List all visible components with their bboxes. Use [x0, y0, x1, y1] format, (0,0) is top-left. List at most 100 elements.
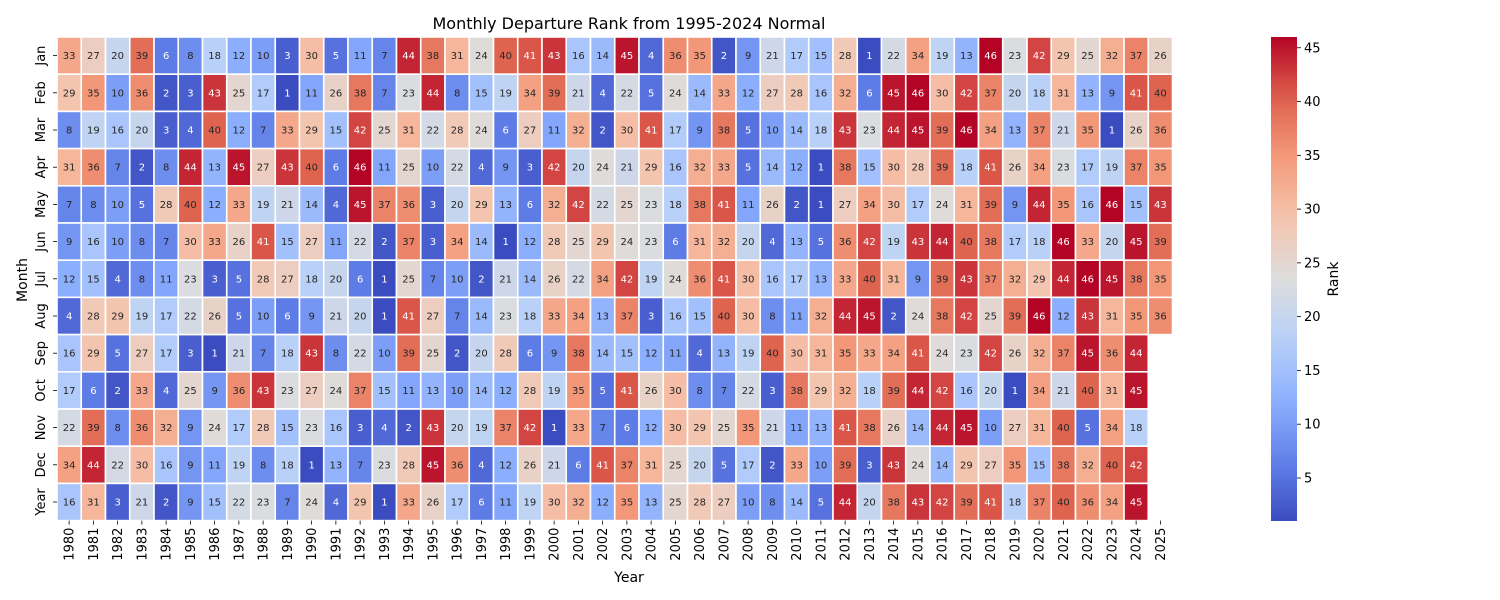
heatmap-cell — [904, 259, 931, 299]
cell-value-label: 19 — [136, 312, 149, 323]
cell-value-label: 29 — [63, 88, 76, 99]
cell-value-label: 19 — [936, 51, 949, 62]
heatmap-cells: 33 27 20 39 6 8 18 12 10 3 30 5 11 7 44 38 31 24 40 41 43 16 1… — [56, 36, 1174, 522]
heatmap-cell — [395, 259, 422, 299]
heatmap-cell — [1147, 147, 1174, 187]
cell-value-label: 11 — [354, 51, 367, 62]
heatmap-cell — [225, 73, 252, 113]
cell-value-label: 1 — [381, 312, 387, 323]
heatmap-cell — [201, 147, 228, 187]
cell-value-label: 30 — [184, 237, 197, 248]
cell-value-label: 7 — [381, 51, 387, 62]
heatmap-cell — [904, 222, 931, 262]
heatmap-cell — [298, 296, 325, 336]
heatmap-cell — [807, 185, 834, 224]
cell-value-label: 7 — [114, 163, 120, 174]
cell-value-label: 29 — [475, 200, 488, 211]
cell-value-label: 6 — [624, 423, 630, 434]
cell-value-label: 32 — [1081, 460, 1094, 471]
cell-value-label: 16 — [960, 386, 973, 397]
cell-value-label: 36 — [136, 423, 149, 434]
heatmap-cell — [516, 370, 543, 410]
cell-value-label: 12 — [233, 51, 246, 62]
cell-value-label: 36 — [402, 200, 415, 211]
cell-value-label: 30 — [790, 349, 803, 360]
cell-value-label: 25 — [402, 274, 415, 285]
cell-value-label: 13 — [1009, 126, 1022, 137]
cell-value-label: 36 — [136, 88, 149, 99]
heatmap-cell — [807, 333, 834, 373]
x-tick-label: 1999 — [523, 528, 538, 561]
cell-value-label: 9 — [308, 312, 314, 323]
cell-value-label: 8 — [114, 423, 120, 434]
cell-value-label: 14 — [596, 349, 609, 360]
cell-value-label: 40 — [1057, 423, 1070, 434]
cell-value-label: 7 — [599, 423, 605, 434]
cell-value-label: 9 — [66, 237, 72, 248]
cell-value-label: 32 — [839, 386, 852, 397]
cell-value-label: 12 — [1057, 312, 1070, 323]
cell-value-label: 19 — [1106, 163, 1119, 174]
heatmap-cell — [686, 445, 713, 485]
heatmap-cell — [880, 185, 907, 224]
cell-value-label: 42 — [960, 312, 973, 323]
cell-value-label: 43 — [257, 386, 270, 397]
cell-value-label: 42 — [1033, 51, 1046, 62]
cell-value-label: 45 — [863, 312, 876, 323]
heatmap-cell — [856, 408, 883, 448]
cell-value-label: 24 — [596, 163, 609, 174]
cell-value-label: 23 — [281, 386, 294, 397]
cell-value-label: 45 — [354, 200, 367, 211]
heatmap-cell — [541, 445, 568, 485]
heatmap-cell — [977, 333, 1004, 373]
heatmap-cell — [128, 73, 155, 113]
cell-value-label: 9 — [915, 274, 921, 285]
cell-value-label: 27 — [427, 312, 440, 323]
cell-value-label: 37 — [1033, 498, 1046, 509]
cell-value-label: 33 — [548, 312, 561, 323]
cell-value-label: 14 — [790, 126, 803, 137]
cell-value-label: 28 — [912, 163, 925, 174]
heatmap-cell — [1074, 333, 1101, 373]
cell-value-label: 29 — [87, 349, 100, 360]
cell-value-label: 26 — [887, 423, 900, 434]
heatmap-cell — [589, 110, 616, 150]
x-tick-label: 1994 — [402, 528, 417, 561]
cell-value-label: 38 — [1130, 274, 1143, 285]
cell-value-label: 20 — [330, 274, 343, 285]
cell-value-label: 3 — [187, 349, 193, 360]
cell-value-label: 40 — [1154, 88, 1167, 99]
cell-value-label: 7 — [163, 237, 169, 248]
heatmap-cell — [856, 110, 883, 150]
heatmap-cell — [516, 259, 543, 299]
cell-value-label: 40 — [1106, 460, 1119, 471]
cell-value-label: 3 — [211, 274, 217, 285]
cell-value-label: 15 — [281, 237, 294, 248]
cell-value-label: 35 — [1130, 312, 1143, 323]
cell-value-label: 45 — [1130, 498, 1143, 509]
cell-value-label: 35 — [572, 386, 585, 397]
cell-value-label: 12 — [596, 498, 609, 509]
cell-value-label: 42 — [960, 88, 973, 99]
heatmap-cell — [1123, 408, 1150, 448]
cell-value-label: 10 — [257, 312, 270, 323]
x-tick-label: 1986 — [208, 528, 223, 561]
heatmap-cell — [128, 296, 155, 336]
cell-value-label: 31 — [1033, 423, 1046, 434]
cell-value-label: 8 — [90, 200, 96, 211]
cell-value-label: 23 — [499, 312, 512, 323]
cell-value-label: 31 — [1106, 312, 1119, 323]
cell-value-label: 37 — [621, 460, 634, 471]
cell-value-label: 28 — [402, 460, 415, 471]
cell-value-label: 16 — [766, 274, 779, 285]
cell-value-label: 32 — [1009, 274, 1022, 285]
heatmap-cell — [444, 445, 471, 485]
heatmap-cell — [662, 73, 689, 113]
cell-value-label: 20 — [451, 200, 464, 211]
cell-value-label: 45 — [1130, 237, 1143, 248]
cell-value-label: 22 — [621, 88, 634, 99]
cell-value-label: 3 — [430, 200, 436, 211]
heatmap-cell — [977, 110, 1004, 150]
colorbar-tick-label: 20 — [1304, 310, 1321, 325]
heatmap-cell — [128, 222, 155, 262]
